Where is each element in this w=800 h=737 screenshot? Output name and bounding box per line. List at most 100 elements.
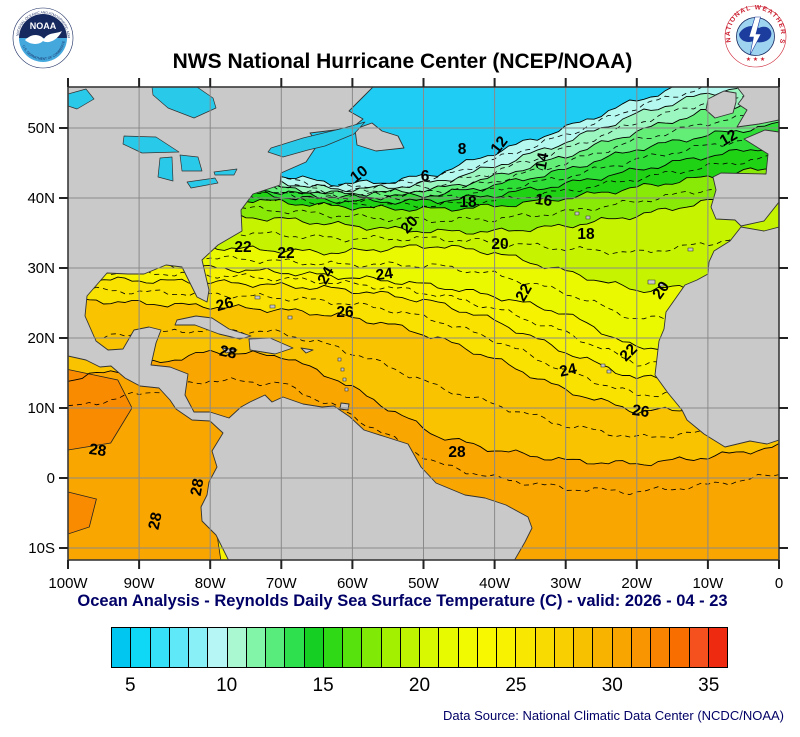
map-gridlines [68,87,779,560]
colorbar-tick-label: 30 [601,675,623,696]
landmass-trinidad [339,402,350,411]
colorbar-cell [112,628,131,667]
lat-tick-label: 10N [27,400,55,417]
landmass-puerto-rico [300,347,314,354]
lat-tick-label: 10S [28,540,55,557]
colorbar-cell [457,628,477,667]
contour-label: 16 [534,191,554,210]
small-islands [254,211,694,392]
gulf-of-st-lawrence [267,121,366,158]
colorbar-cell [265,628,285,667]
contour-label: 20 [491,236,508,253]
lake-ontario [213,168,238,176]
landmass-africa [654,226,779,448]
nws-logo-lightning-icon [748,16,762,56]
lat-tick-label: 50N [27,120,55,137]
colorbar-cell [630,628,650,667]
map-frame [59,78,788,569]
lakes [68,87,366,189]
colorbar-cell [592,628,612,667]
colorbar-cell [380,628,400,667]
colorbar-cell [438,628,458,667]
hudson-bay [151,87,217,119]
noaa-logo-sea [19,38,67,62]
contour-label: 26 [336,304,354,321]
colorbar-cells [111,627,728,668]
contour-label: 28 [448,444,466,461]
sst-band [68,237,779,350]
contour-label: 24 [558,360,579,380]
colorbar-cell [669,628,689,667]
page-title: NWS National Hurricane Center (NCEP/NOAA… [172,50,633,73]
contour-label: 24 [375,265,395,284]
colorbar-cell [361,628,381,667]
map-subtitle: Ocean Analysis - Reynolds Daily Sea Surf… [77,592,728,610]
colorbar-cell [650,628,670,667]
colorbar-cell [611,628,631,667]
lon-tick-label: 80W [195,575,227,592]
noaa-logo-gull-icon [25,31,62,44]
isotherm-line-dashed [68,88,779,194]
colorbar-cell [419,628,439,667]
contour-label: 14 [533,151,553,171]
contour-label: 24 [314,264,338,288]
noaa-logo-wordmark: NOAA [30,21,57,31]
lake-michigan [157,156,174,182]
contour-label: 28 [145,510,165,531]
contour-label: 28 [188,477,208,497]
lon-tick-label: 30W [550,575,582,592]
contour-label: 20 [649,278,673,302]
landmass-iberia-france [710,129,779,227]
landmasses [68,87,779,560]
lat-tick-label: 0 [47,470,55,487]
colorbar-cell [284,628,304,667]
colorbar-cell [303,628,323,667]
colorbar-cell [168,628,188,667]
data-source-credit: Data Source: National Climatic Data Cent… [443,708,784,723]
contour-label: 8 [458,141,467,158]
nws-logo: NATIONAL WEATHER SERVICE ★ ★ ★ [724,5,787,68]
lat-tick-label: 20N [27,330,55,347]
colorbar-tick-label: 20 [408,675,431,696]
landmass-jamaica [221,347,238,354]
colorbar-cell [226,628,246,667]
warm-patch [68,369,133,451]
lon-tick-label: 90W [124,575,156,592]
contour-label: 28 [88,441,108,460]
colorbar-cell [553,628,573,667]
colorbar-tick-label: 10 [216,675,238,696]
contour-label: 28 [218,342,239,362]
lon-tick-label: 50W [408,575,440,592]
lon-tick-label: 40W [479,575,511,592]
contour-label: 18 [577,226,595,243]
colorbar-tick-label: 25 [505,675,527,696]
colorbar-cell [322,628,342,667]
lon-tick-label: 60W [337,575,369,592]
axis-tick-labels: 100W 90W 80W 70W 60W 50W 40W 30W 20W 10W 0 50N 40N 30… [27,120,783,592]
contour-label: 22 [277,245,294,262]
colorbar-cell [496,628,516,667]
colorbar-cell [707,628,727,667]
lake-huron [179,154,203,172]
noaa-logo: NOAA NATIONAL OCEANIC AND ATMOSPHERIC AD… [12,7,74,69]
colorbar-cell [342,628,362,667]
colorbar-cell [573,628,593,667]
lat-tick-label: 40N [27,190,55,207]
isotherm-line-dashed [68,326,779,439]
colorbar-cell [515,628,535,667]
contour-label: 26 [214,294,235,315]
colorbar-tick-label: 5 [124,675,136,696]
colorbar-cell [534,628,554,667]
temperature-colorbar: 5 10 15 20 25 30 35 [111,627,728,697]
contour-label: 12 [717,126,740,149]
colorbar-tick-label: 15 [312,675,334,696]
lon-tick-label: 0 [775,575,783,592]
colorbar-cell [130,628,150,667]
sst-band [68,277,779,415]
lake-superior [122,135,180,154]
contour-label: 22 [234,239,251,256]
colorbar-cell [149,628,169,667]
warm-patch [68,491,97,535]
